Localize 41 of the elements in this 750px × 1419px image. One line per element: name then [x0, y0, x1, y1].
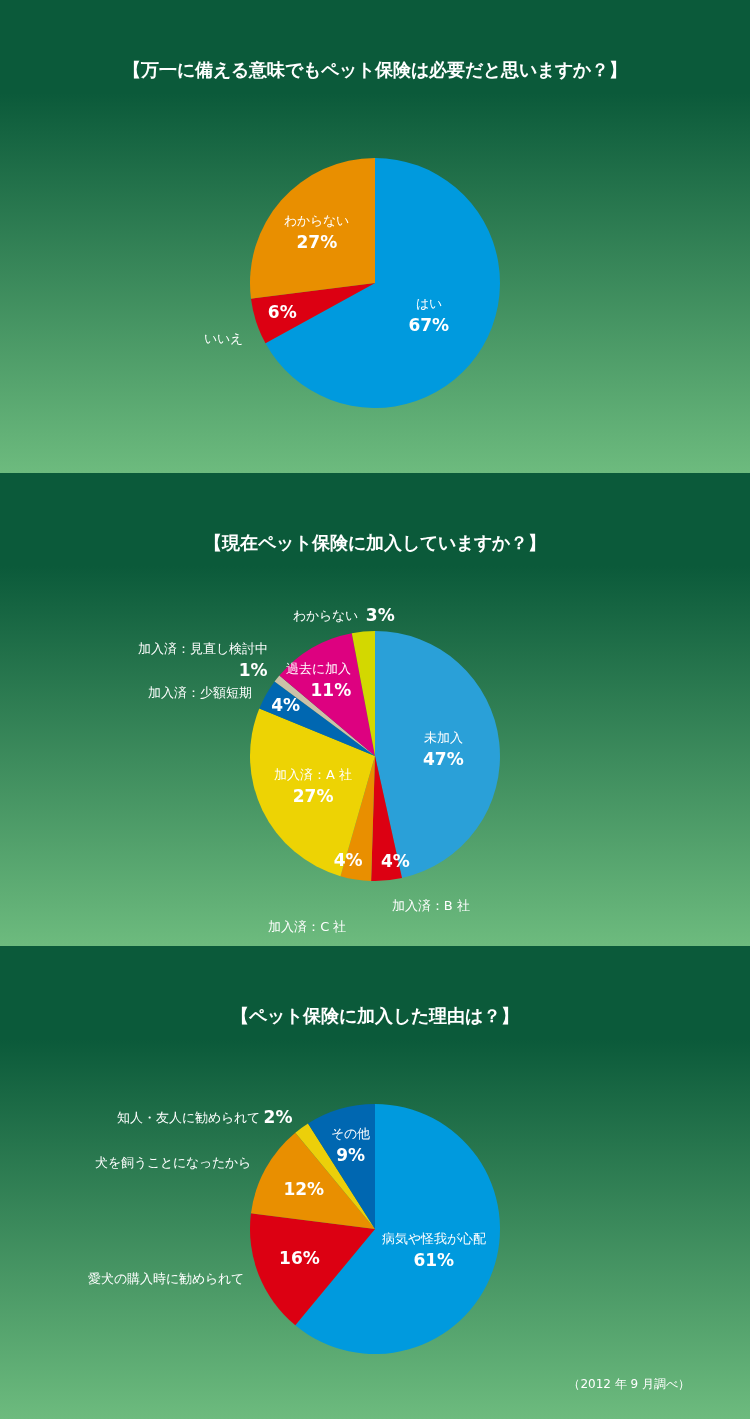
text: （2012 年 9 月調べ）	[568, 1377, 690, 1391]
slice-label: 病気や怪我が心配	[381, 1231, 486, 1247]
data-label: 4%	[271, 694, 301, 715]
data-label: 2%	[263, 1107, 293, 1128]
slice-label: 愛犬の購入時に勧められて	[87, 1271, 244, 1287]
slice-label: 未加入	[423, 729, 463, 745]
slice-label: 加入済：少額短期	[147, 684, 252, 700]
chart-title: 【万一に備える意味でもペット保険は必要だと思いますか？】	[123, 59, 627, 80]
data-label: 16%	[279, 1247, 320, 1268]
slice-label: はい	[415, 295, 442, 311]
pie-slice	[250, 283, 375, 344]
data-label: 6%	[267, 302, 297, 323]
pie-slice	[351, 631, 375, 756]
pie-slice	[250, 158, 375, 299]
chart-title: 【ペット保険に加入した理由は？】	[231, 1005, 519, 1026]
slice-label: その他	[331, 1125, 371, 1141]
slice-label: いいえ	[203, 331, 243, 347]
data-label: 4%	[333, 849, 363, 870]
slice-label: 加入済：B 社	[391, 898, 470, 914]
data-label: 9%	[336, 1144, 366, 1165]
data-label: 61%	[413, 1250, 455, 1271]
slice-label: 加入済：見直し検討中	[137, 641, 268, 657]
slice-label: わからない	[292, 607, 358, 623]
slice-label: わからない	[284, 212, 350, 228]
slice-label: 犬を飼うことになったから	[94, 1155, 251, 1170]
pie-slice	[375, 631, 500, 879]
data-label: 1%	[238, 660, 268, 681]
pie-slice	[265, 158, 500, 408]
data-label: 11%	[310, 680, 352, 701]
data-label: 12%	[283, 1178, 325, 1199]
slice-label: 知人・友人に勧められて	[117, 1110, 261, 1126]
chart-title: 【現在ペット保険に加入していますか？】	[204, 532, 546, 553]
slice-label: 過去に加入	[286, 661, 352, 677]
data-label: 67%	[408, 314, 450, 335]
slice-label: 加入済：C 社	[268, 919, 347, 935]
data-label: 3%	[365, 604, 395, 625]
data-label: 47%	[422, 748, 464, 769]
data-label: 27%	[296, 231, 338, 252]
slice-label: 加入済：A 社	[274, 766, 353, 782]
data-label: 27%	[292, 785, 334, 806]
pie-slice	[250, 1213, 375, 1326]
